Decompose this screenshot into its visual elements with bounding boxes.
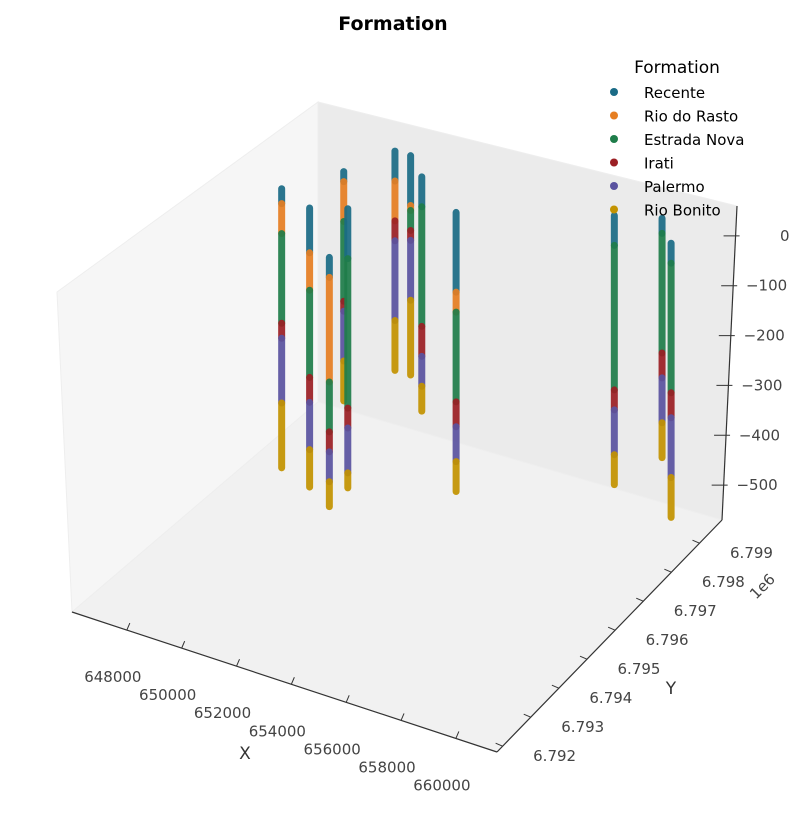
z-tick-label: −100 bbox=[746, 277, 787, 295]
y-tick-mark bbox=[636, 597, 644, 602]
legend-label: Rio do Rasto bbox=[644, 108, 738, 126]
x-ticks: 6480006500006520006540006560006580006600… bbox=[84, 622, 471, 794]
legend-marker bbox=[610, 205, 618, 214]
x-tick-label: 652000 bbox=[194, 704, 251, 722]
legend-marker bbox=[610, 88, 618, 96]
x-tick-label: 648000 bbox=[84, 668, 141, 686]
y-tick-mark bbox=[607, 626, 616, 631]
legend-label: Rio Bonito bbox=[644, 202, 721, 220]
x-tick-mark bbox=[126, 622, 131, 631]
y-ticks: 6.792 6.793 6.794 6.795 6.796 6.797 6.798 6.799 bbox=[495, 539, 773, 765]
legend-label: Estrada Nova bbox=[644, 131, 744, 149]
y-axis-line bbox=[496, 519, 723, 753]
y-axis-label: Y bbox=[665, 679, 677, 699]
legend-marker bbox=[610, 158, 618, 167]
x-tick-mark bbox=[345, 695, 350, 703]
legend-marker bbox=[610, 135, 618, 143]
x-tick-label: 650000 bbox=[139, 686, 196, 704]
y-tick-label: 6.793 bbox=[561, 718, 604, 736]
x-axis-line bbox=[71, 611, 498, 753]
z-tick-label: −500 bbox=[736, 476, 777, 494]
y-offset-label: 1e6 bbox=[746, 570, 779, 603]
legend-label: Palermo bbox=[644, 178, 705, 196]
y-tick-mark bbox=[664, 568, 672, 573]
z-tick-label: −200 bbox=[744, 327, 785, 345]
y-tick-mark bbox=[551, 684, 560, 689]
y-tick-mark bbox=[579, 655, 588, 660]
y-tick-label: 6.792 bbox=[533, 747, 576, 765]
x-tick-mark bbox=[181, 640, 186, 649]
legend-title: Formation bbox=[634, 58, 720, 78]
x-tick-label: 658000 bbox=[358, 758, 415, 776]
z-tick-label: 0 bbox=[780, 227, 790, 245]
x-tick-mark bbox=[455, 731, 460, 739]
legend: Formation Recente Rio do Rasto Estrada Nov… bbox=[610, 58, 744, 220]
y-tick-mark bbox=[692, 539, 700, 544]
z-axis-line bbox=[721, 205, 738, 521]
legend-entries: Recente Rio do Rasto Estrada Nova Irati Pale… bbox=[610, 84, 744, 220]
z-tick-label: −300 bbox=[741, 376, 782, 394]
legend-label: Irati bbox=[644, 155, 674, 173]
z-ticks: 0 −100 −200 −300 −400 −500 bbox=[711, 227, 790, 494]
z-tick-label: −400 bbox=[739, 426, 780, 444]
legend-label: Recente bbox=[644, 84, 705, 102]
x-tick-label: 660000 bbox=[413, 776, 470, 794]
y-tick-mark bbox=[495, 742, 503, 747]
y-tick-label: 6.796 bbox=[646, 631, 689, 649]
y-tick-label: 6.799 bbox=[730, 544, 773, 562]
y-tick-label: 6.795 bbox=[618, 660, 661, 678]
y-tick-mark bbox=[523, 713, 531, 718]
x-axis-label: X bbox=[239, 744, 251, 764]
y-tick-label: 6.797 bbox=[674, 602, 717, 620]
x-tick-mark bbox=[290, 677, 295, 685]
legend-marker bbox=[610, 111, 618, 120]
legend-marker bbox=[610, 182, 618, 190]
y-tick-label: 6.794 bbox=[589, 689, 632, 707]
x-tick-mark bbox=[236, 658, 240, 667]
x-tick-mark bbox=[400, 713, 405, 721]
axes bbox=[71, 205, 738, 753]
x-tick-label: 656000 bbox=[304, 740, 361, 758]
chart-title: Formation bbox=[338, 13, 447, 35]
wells bbox=[278, 147, 675, 521]
y-tick-label: 6.798 bbox=[702, 573, 745, 591]
x-tick-label: 654000 bbox=[249, 722, 306, 740]
